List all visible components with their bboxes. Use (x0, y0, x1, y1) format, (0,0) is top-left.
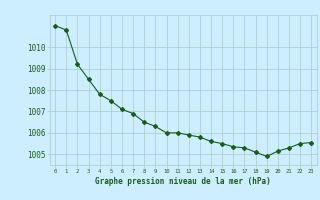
X-axis label: Graphe pression niveau de la mer (hPa): Graphe pression niveau de la mer (hPa) (95, 177, 271, 186)
